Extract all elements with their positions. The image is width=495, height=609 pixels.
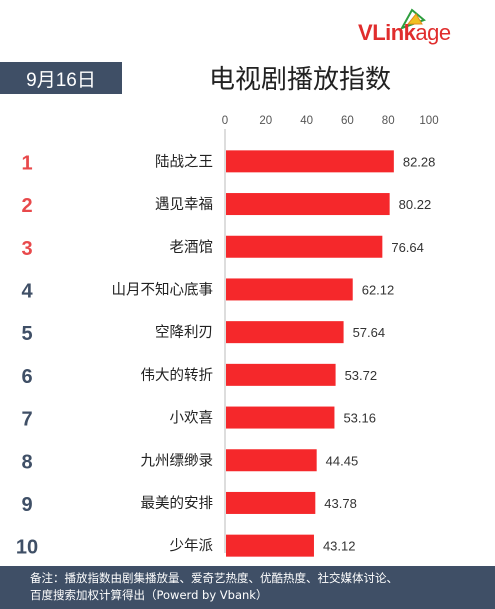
data-label: 53.72 <box>345 368 378 383</box>
category-label: 山月不知心底事 <box>112 281 214 298</box>
vlinkage-logo: VLinkage <box>358 8 483 50</box>
rank-label: 5 <box>21 323 32 345</box>
category-label: 小欢喜 <box>170 410 214 427</box>
x-tick-label: 20 <box>259 115 272 127</box>
footer-note: 备注：播放指数由剧集播放量、爱奇艺热度、优酷热度、社交媒体讨论、 百度搜索加权计… <box>0 566 495 609</box>
bar <box>226 150 394 173</box>
rank-label: 4 <box>21 280 33 302</box>
date-label: 9月16日 <box>0 62 122 94</box>
category-label: 九州缥缈录 <box>141 452 214 469</box>
bar <box>226 321 344 344</box>
rank-label: 2 <box>21 195 32 217</box>
x-tick-label: 80 <box>382 115 395 127</box>
data-label: 53.16 <box>343 411 376 426</box>
bar <box>226 534 314 557</box>
rank-label: 1 <box>21 152 32 174</box>
x-tick-label: 100 <box>419 115 438 127</box>
data-label: 80.22 <box>399 197 432 212</box>
category-label: 最美的安排 <box>141 495 214 512</box>
rank-label: 9 <box>21 494 32 516</box>
bar-chart: 0 20 40 60 80 100 1 陆战之王 82.28 2 遇见幸福 80.22 3 老酒馆 76.6… <box>16 115 439 559</box>
logo-text: VLinkage <box>358 20 451 45</box>
category-label: 空降利刃 <box>155 324 213 341</box>
category-label: 少年派 <box>170 538 214 555</box>
data-label: 57.64 <box>353 325 386 340</box>
data-label: 44.45 <box>326 453 359 468</box>
data-label: 43.12 <box>323 539 356 554</box>
category-label: 遇见幸福 <box>155 196 213 213</box>
data-label: 62.12 <box>362 282 395 297</box>
rank-label: 8 <box>21 451 32 473</box>
x-tick-label: 0 <box>222 115 228 127</box>
rank-label: 6 <box>21 366 32 388</box>
bar <box>226 406 335 429</box>
x-tick-label: 60 <box>341 115 354 127</box>
bar <box>226 193 390 216</box>
bar <box>226 235 383 258</box>
category-label: 陆战之王 <box>155 153 213 170</box>
category-label: 伟大的转折 <box>141 367 214 384</box>
data-label: 82.28 <box>403 154 436 169</box>
rank-label: 10 <box>16 537 38 559</box>
bar <box>226 449 317 472</box>
chart-title: 电视剧播放指数 <box>208 65 391 95</box>
rank-label: 3 <box>21 238 32 260</box>
bar <box>226 278 353 301</box>
bar <box>226 491 316 514</box>
logo-emblem-icon <box>399 8 426 30</box>
rank-label: 7 <box>21 409 32 431</box>
category-label: 老酒馆 <box>170 239 214 256</box>
data-label: 43.78 <box>324 496 357 511</box>
footer-line-1: 备注：播放指数由剧集播放量、爱奇艺热度、优酷热度、社交媒体讨论、 <box>30 571 398 585</box>
x-tick-label: 40 <box>300 115 313 127</box>
bar <box>226 363 336 386</box>
footer-line-2: 百度搜索加权计算得出（Powerd by Vbank） <box>30 588 268 602</box>
data-label: 76.64 <box>391 240 424 255</box>
